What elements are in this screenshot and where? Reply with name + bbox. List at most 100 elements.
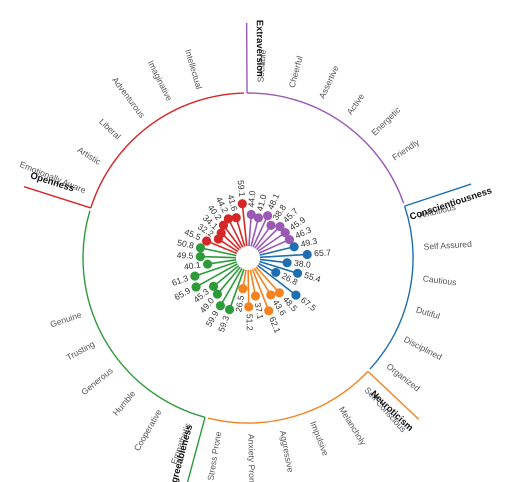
value-label: 67.5 [299, 295, 319, 313]
lollipop-stem [228, 269, 245, 310]
lollipop-dot [190, 271, 200, 281]
lollipop-dot [201, 236, 212, 246]
lollipop-dot [250, 291, 261, 301]
lollipop-stem [259, 260, 298, 275]
lollipop-stem [253, 267, 272, 296]
lollipop-dot [195, 243, 206, 253]
lollipop-stem [257, 231, 286, 252]
lollipop-dot [302, 249, 312, 260]
lollipop-dot [244, 302, 254, 312]
lollipop-marks: 44.041.048.138.845.745.946.349.365.738.0… [171, 180, 332, 335]
lollipop-dot [246, 209, 256, 220]
value-label: 40.1 [183, 259, 201, 271]
facet-label: Cooperative [132, 407, 164, 452]
lollipop-dot [274, 288, 284, 298]
facet-label: Humble [111, 388, 138, 417]
value-label: 37.1 [253, 302, 266, 321]
lollipop-dot [231, 213, 241, 223]
lollipop-dot [212, 289, 223, 299]
value-label: 50.8 [176, 237, 195, 250]
lollipop-stem [194, 261, 237, 277]
lollipop-dot [202, 259, 213, 269]
facet-label: Sociable [255, 49, 267, 83]
lollipop-stem [247, 269, 250, 307]
lollipop-dot [292, 268, 303, 278]
facet-label: Cheerful [287, 55, 305, 89]
facet-label: Cautious [422, 273, 457, 287]
domain-label: Conscientiousness [408, 184, 493, 221]
lollipop-stem [254, 224, 272, 249]
value-label: 62.1 [267, 315, 282, 334]
facet-label: Trusting [65, 339, 97, 363]
lollipop-dot [284, 234, 295, 245]
facet-label: Stress Prone [205, 430, 223, 481]
lollipop-stem [213, 265, 240, 287]
facet-label: Disciplined [402, 334, 444, 362]
lollipop-dot [215, 301, 226, 311]
facet-label: Anxiety Prone [246, 434, 257, 482]
value-label: 44.0 [246, 190, 257, 208]
lollipop-stem [207, 258, 237, 265]
domain-tick [186, 417, 206, 482]
lollipop-dot [237, 199, 247, 209]
lollipop-dot [195, 251, 205, 262]
lollipop-stem [219, 267, 243, 307]
lollipop-dot [266, 220, 276, 230]
lollipop-dot [264, 306, 274, 316]
lollipop-stem [258, 238, 290, 254]
lollipop-dot [216, 228, 226, 238]
lollipop-stem [250, 217, 260, 247]
lollipop-stem [259, 245, 295, 256]
lollipop-stem [251, 268, 270, 312]
value-label: 65.9 [173, 285, 193, 302]
lollipop-stem [200, 247, 237, 257]
lollipop-dot [223, 214, 234, 224]
domain-tick [404, 183, 472, 207]
lollipop-stem [200, 255, 237, 259]
lollipop-dot [263, 211, 273, 221]
lollipop-dot [238, 284, 248, 294]
lollipop-stem [257, 264, 297, 296]
domain-tick [23, 186, 91, 209]
value-label: 26.5 [233, 294, 246, 312]
lollipop-stem [206, 240, 238, 255]
lollipop-dot [275, 221, 285, 232]
lollipop-dot [253, 213, 264, 223]
facet-label: Genuine [49, 309, 83, 329]
domain-arc [369, 205, 414, 370]
lollipop-stem [259, 253, 308, 259]
lollipop-dot [224, 304, 235, 315]
lollipop-stem [255, 266, 280, 294]
value-label: 59.1 [236, 180, 248, 198]
lollipop-stem [235, 217, 246, 247]
facet-label: Generous [79, 365, 115, 397]
value-label: 49.3 [300, 236, 319, 250]
facet-label: Friendly [390, 137, 421, 163]
lollipop-dot [266, 290, 276, 300]
domain-arc [207, 370, 369, 424]
facet-label: Self Assured [423, 239, 472, 252]
value-label: 55.4 [303, 270, 322, 285]
domain-tick [367, 370, 420, 420]
lollipop-stem [227, 218, 244, 248]
lollipop-stem [216, 266, 241, 295]
facet-label: Melancholy [337, 405, 369, 448]
lollipop-stem [222, 224, 242, 249]
lollipop-dot [291, 290, 301, 300]
lollipop-stem [255, 225, 281, 251]
lollipop-stem [195, 263, 238, 288]
lollipop-stem [248, 214, 253, 247]
domain-arc [247, 92, 405, 204]
facet-label: Adventurous [110, 75, 147, 120]
facet-label: Active [345, 91, 367, 116]
facet-label: Imaginative [146, 59, 175, 103]
value-label: 38.0 [294, 258, 312, 270]
facet-label: Liberal [97, 117, 123, 142]
lollipop-dot [271, 267, 281, 278]
value-label: 65.7 [314, 247, 332, 258]
value-label: 49.5 [177, 250, 194, 261]
facet-label: Dutiful [415, 304, 441, 321]
facet-label: Organized [385, 361, 423, 393]
domain-label: Extraversion [255, 20, 266, 77]
